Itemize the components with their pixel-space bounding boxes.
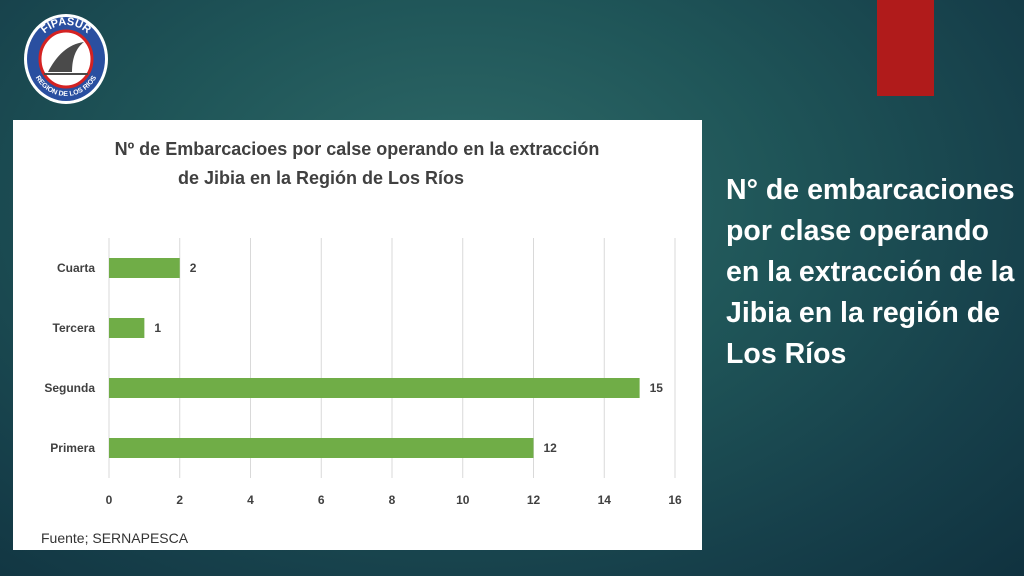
fipasur-logo: FIPASUR REGION DE LOS RIOS [22, 12, 110, 106]
chart-title-line-2: de Jibia en la Región de Los Ríos [178, 168, 464, 188]
x-tick-label: 8 [389, 493, 396, 507]
bar-cuarta [109, 258, 180, 278]
x-tick-label: 0 [106, 493, 113, 507]
slide-headline: N° de embarcaciones por clase operando e… [726, 174, 1015, 370]
x-tick-label: 6 [318, 493, 325, 507]
data-label: 15 [650, 381, 664, 395]
data-label: 12 [544, 441, 558, 455]
x-tick-label: 4 [247, 493, 254, 507]
chart-panel: Nº de Embarcacioes por calse operando en… [13, 120, 702, 550]
category-label: Primera [50, 441, 95, 455]
bar-primera [109, 438, 534, 458]
accent-tab [877, 0, 934, 96]
category-label: Tercera [53, 321, 96, 335]
bar-tercera [109, 318, 145, 338]
category-label: Segunda [44, 381, 95, 395]
x-tick-label: 10 [456, 493, 470, 507]
source-note: Fuente; SERNAPESCA [41, 530, 189, 546]
logo-top-text: FIPASUR [39, 16, 93, 36]
svg-text:FIPASUR: FIPASUR [39, 16, 93, 36]
data-label: 2 [190, 261, 197, 275]
x-tick-label: 2 [176, 493, 183, 507]
bar-segunda [109, 378, 640, 398]
x-tick-label: 12 [527, 493, 541, 507]
bar-chart: Nº de Embarcacioes por calse operando en… [44, 139, 682, 507]
chart-title-line-1: Nº de Embarcacioes por calse operando en… [115, 139, 600, 159]
data-label: 1 [154, 321, 161, 335]
x-tick-label: 16 [668, 493, 682, 507]
category-label: Cuarta [57, 261, 95, 275]
x-tick-label: 14 [598, 493, 612, 507]
